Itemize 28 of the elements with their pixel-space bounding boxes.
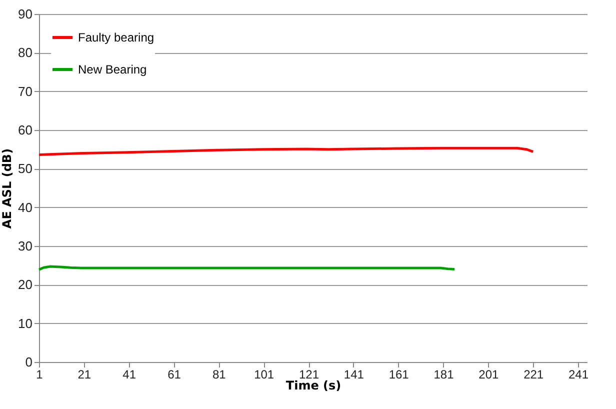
y-tick-label: 90 bbox=[18, 6, 32, 22]
y-tick-label: 60 bbox=[18, 122, 32, 138]
y-tick-label: 40 bbox=[18, 200, 32, 215]
x-tick-label: 141 bbox=[344, 368, 364, 382]
x-tick-label: 21 bbox=[78, 368, 92, 382]
x-tick-label: 61 bbox=[168, 368, 182, 382]
y-tick-label: 50 bbox=[18, 161, 32, 176]
y-tick-label: 0 bbox=[25, 354, 32, 370]
y-tick-label: 30 bbox=[18, 238, 32, 254]
x-tick-label: 221 bbox=[524, 368, 544, 382]
x-tick-label: 101 bbox=[254, 368, 274, 382]
x-tick-label: 1 bbox=[36, 368, 44, 382]
legend-label: New Bearing bbox=[78, 62, 147, 76]
y-tick-label: 10 bbox=[18, 316, 32, 331]
x-tick-label: 41 bbox=[122, 368, 136, 382]
x-tick-label: 81 bbox=[212, 368, 226, 382]
y-tick-label: 80 bbox=[18, 45, 32, 60]
x-axis-title: Time (s) bbox=[286, 378, 342, 392]
y-axis-title: AE ASL (dB) bbox=[0, 148, 14, 229]
x-tick-label: 121 bbox=[298, 368, 320, 382]
y-tick-label: 70 bbox=[18, 84, 32, 99]
x-tick-label: 241 bbox=[568, 368, 589, 382]
y-tick-label: 20 bbox=[18, 277, 32, 292]
x-tick-label: 181 bbox=[434, 368, 454, 382]
x-tick-label: 201 bbox=[478, 368, 500, 382]
line-series bbox=[38, 146, 534, 156]
x-tick-label: 161 bbox=[388, 368, 410, 382]
legend-label: Faulty bearing bbox=[78, 30, 154, 44]
